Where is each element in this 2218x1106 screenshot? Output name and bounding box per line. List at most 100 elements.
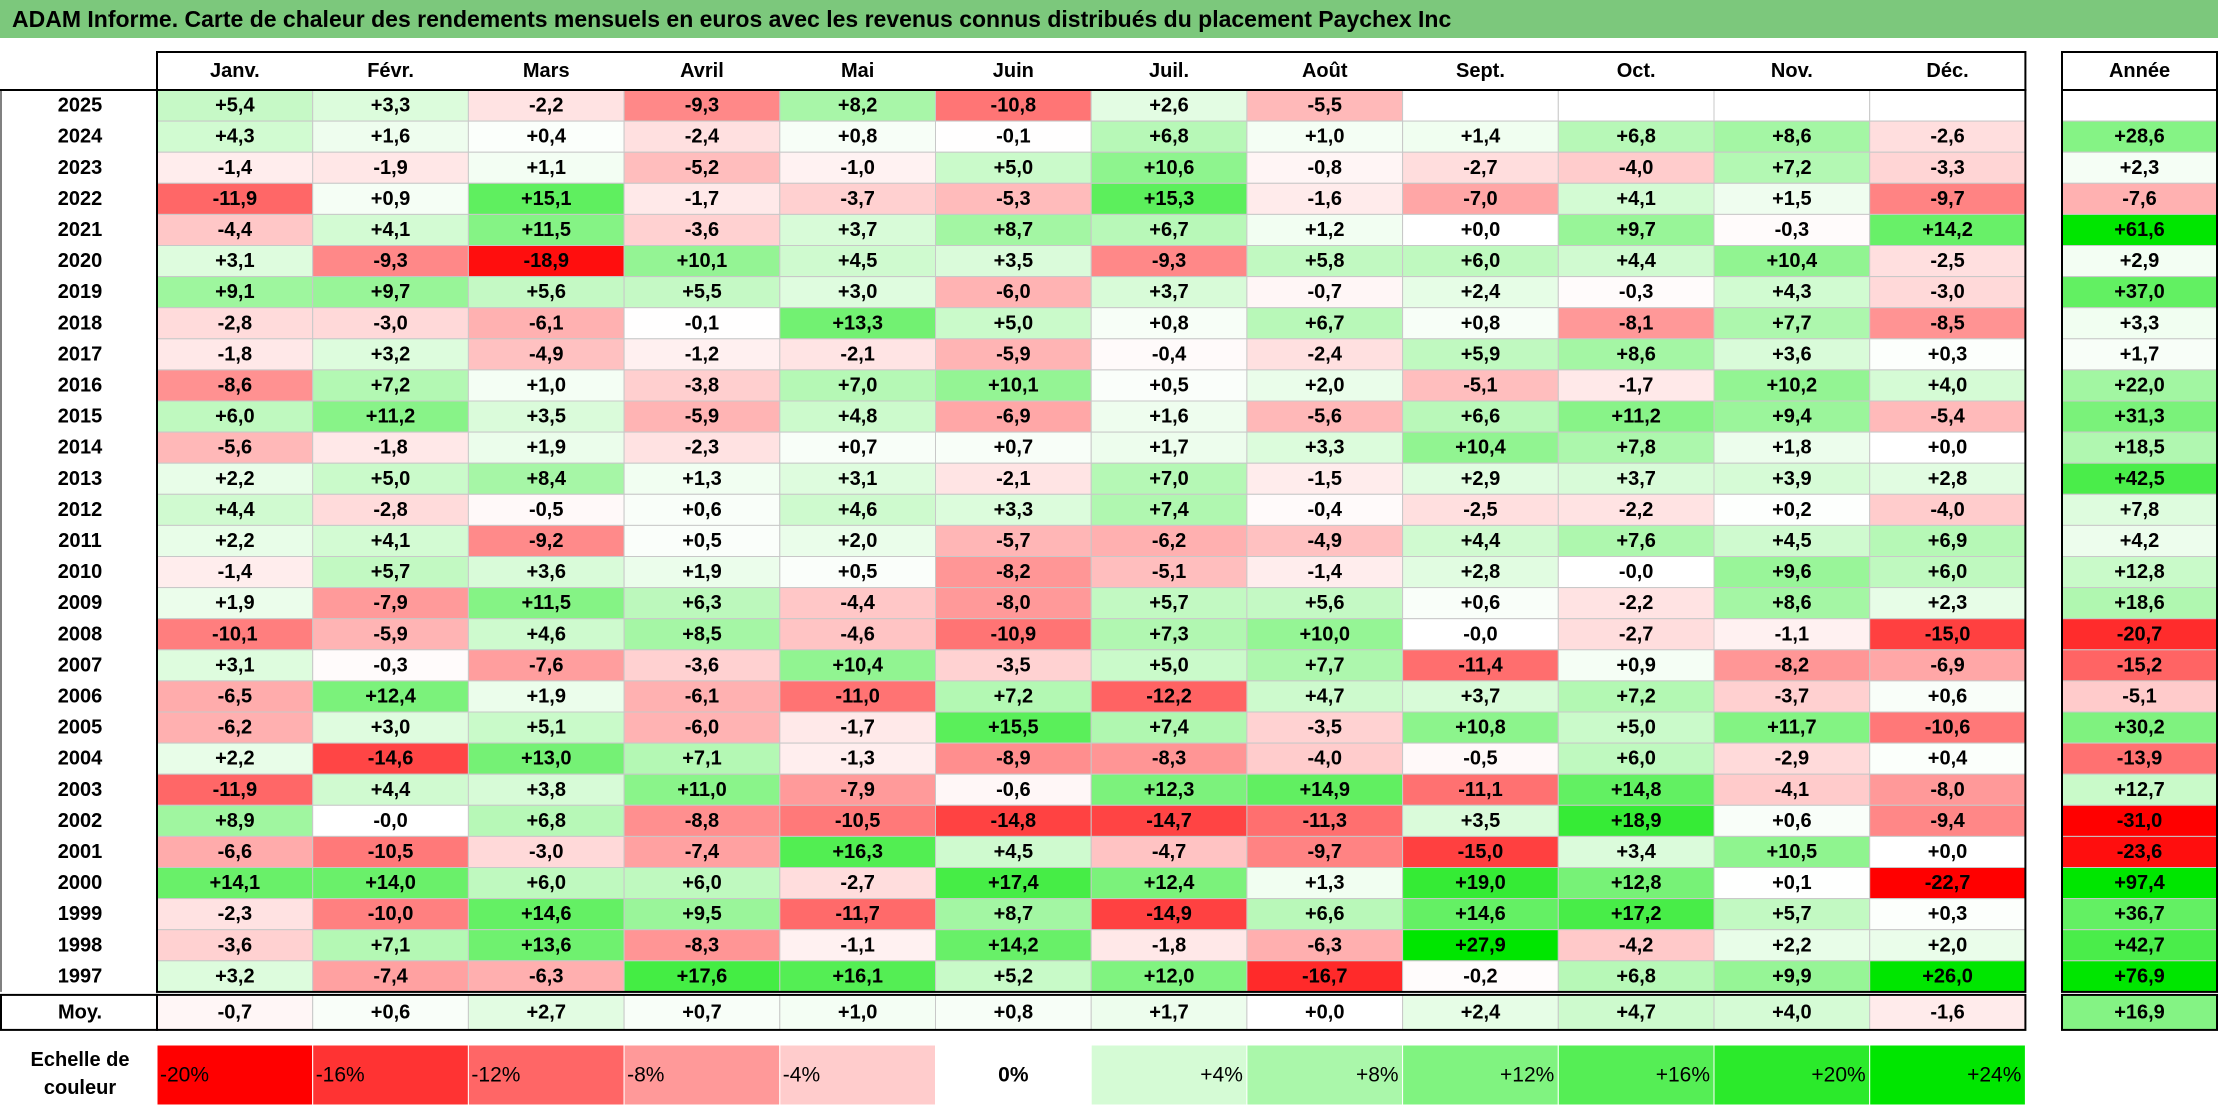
heatmap-cell: [1557, 369, 1715, 402]
heatmap-cell: [1402, 524, 1559, 558]
heatmap-cell: [312, 276, 469, 309]
year-label-1998: 1998: [58, 934, 103, 956]
cell-value: -4,2: [1619, 934, 1653, 956]
cell-value: -10,5: [368, 841, 414, 863]
annual-value: +31,3: [2114, 406, 2165, 428]
heatmap-cell: [1402, 618, 1559, 651]
heatmap-cell: [1090, 338, 1248, 371]
cell-value: -14,9: [1146, 903, 1192, 925]
cell-value: -4,7: [1152, 841, 1186, 863]
cell-value: +7,0: [1149, 468, 1188, 490]
cell-value: +12,0: [1144, 965, 1195, 987]
cell-value: -4,0: [1308, 748, 1342, 770]
heatmap-cell: [935, 338, 1092, 371]
heatmap-cell: [312, 182, 469, 215]
cell-value: +9,1: [215, 281, 254, 303]
year-label-1999: 1999: [58, 903, 103, 925]
year-label-2024: 2024: [58, 126, 103, 148]
heatmap-cell: [156, 493, 314, 526]
heatmap-cell: [1713, 462, 1871, 495]
avg-frame: [156, 993, 2027, 1031]
cell-value: +14,2: [988, 934, 1039, 956]
month-header-3: Mars: [523, 60, 570, 82]
cell-value: +0,4: [527, 126, 567, 148]
cell-value: +1,8: [1772, 437, 1811, 459]
cell-value: +14,0: [365, 872, 416, 894]
cell-value: +10,6: [1144, 157, 1195, 179]
heatmap-cell: [1402, 835, 1559, 869]
heatmap-cell: [1713, 742, 1871, 775]
cell-value: -9,3: [1152, 250, 1186, 272]
cell-value: +12,3: [1144, 779, 1195, 801]
cell-value: -6,0: [685, 717, 719, 739]
cell-value: -11,0: [835, 685, 879, 707]
cell-value: +3,0: [371, 717, 410, 739]
annual-value: +36,7: [2114, 903, 2165, 925]
cell-value: -4,0: [1619, 157, 1653, 179]
cell-value: +9,7: [371, 281, 410, 303]
month-header-5: Mai: [841, 60, 874, 82]
cell-value: -2,5: [1930, 250, 1964, 272]
heatmap-cell: [1557, 151, 1715, 184]
cell-value: +13,3: [832, 312, 883, 334]
annual-value: +12,7: [2114, 779, 2165, 801]
avg-value: +1,7: [1149, 1001, 1188, 1023]
heatmap-cell: [1402, 462, 1559, 495]
scale-label: +8%: [1356, 1064, 1399, 1087]
heatmap-cell: [1402, 556, 1559, 589]
year-label-2005: 2005: [58, 717, 103, 739]
heatmap-cell: [779, 307, 936, 340]
annual-cell: [2061, 369, 2218, 402]
heatmap-cell: [623, 462, 781, 495]
cell-value: +4,0: [1928, 374, 1967, 396]
year-label-2011: 2011: [58, 530, 101, 552]
year-label-2015: 2015: [58, 406, 103, 428]
heatmap-cell: [156, 929, 314, 962]
annual-value: -13,9: [2117, 748, 2163, 770]
annual-cell: [2061, 182, 2218, 215]
heatmap-cell: [1557, 960, 1715, 993]
cell-value: +3,7: [1616, 468, 1655, 490]
heatmap-cell: [1869, 867, 2026, 900]
cell-value: +3,2: [215, 965, 254, 987]
cell-value: +3,1: [838, 468, 877, 490]
cell-value: +12,4: [1144, 872, 1195, 894]
heatmap-cell: [1869, 431, 2026, 464]
heatmap-cell: [1402, 213, 1559, 246]
heatmap-cell: [1869, 742, 2026, 775]
heatmap-cell: [623, 524, 781, 558]
cell-value: -5,5: [1308, 95, 1342, 117]
cell-value: +5,7: [1772, 903, 1811, 925]
heatmap-cell: [467, 431, 625, 464]
heatmap-cell: [1402, 960, 1559, 993]
cell-value: +0,8: [838, 126, 877, 148]
heatmap-cell: [467, 462, 625, 495]
cell-value: +2,0: [1305, 374, 1344, 396]
cell-value: -3,8: [685, 374, 719, 396]
heatmap-cell: [1869, 618, 2026, 651]
cell-value: -1,4: [1308, 561, 1343, 583]
cell-value: +0,6: [682, 499, 721, 521]
heatmap-cell: [1090, 182, 1248, 215]
heatmap-cell: [779, 213, 936, 246]
heatmap-cell: [467, 493, 625, 526]
cell-value: -1,8: [218, 343, 252, 365]
cell-value: +11,5: [521, 592, 571, 614]
cell-value: +5,8: [1305, 250, 1344, 272]
cell-value: +5,6: [1305, 592, 1344, 614]
heatmap-cell: [1246, 493, 1404, 526]
heatmap-cell: [1246, 213, 1404, 246]
cell-value: +4,1: [371, 530, 410, 552]
heatmap-cell: [935, 960, 1092, 993]
heatmap-cell: [779, 245, 936, 278]
annual-value: +61,6: [2114, 219, 2165, 241]
heatmap-cell: [1090, 245, 1248, 278]
cell-value: -2,7: [1463, 157, 1497, 179]
scale-label-line2: couleur: [44, 1077, 116, 1099]
year-label-2020: 2020: [58, 250, 103, 272]
heatmap-cell: [779, 462, 936, 495]
cell-value: -3,3: [1930, 157, 1964, 179]
cell-value: +8,2: [838, 95, 877, 117]
heatmap-cell: [312, 711, 469, 744]
heatmap-cell: [467, 556, 625, 589]
